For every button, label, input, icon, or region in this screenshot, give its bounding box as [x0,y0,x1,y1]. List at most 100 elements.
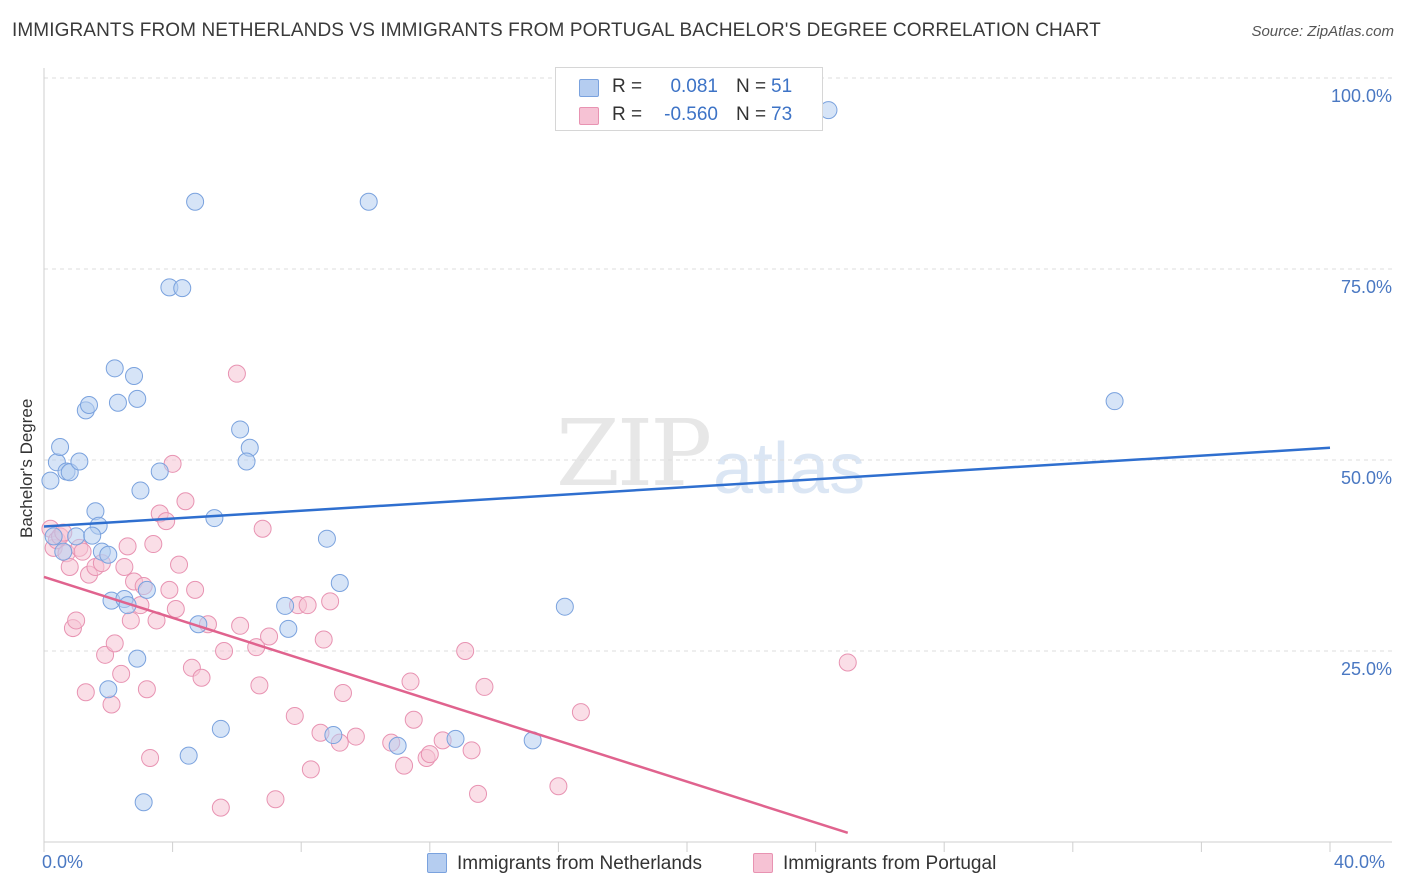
portugal-point [420,745,439,764]
netherlands-point [179,746,198,765]
netherlands-point [44,527,63,546]
portugal-point [227,364,246,383]
n-value: 51 [771,76,793,97]
portugal-point [838,653,857,672]
netherlands-trend-line [43,446,1331,528]
netherlands-point [134,793,153,812]
portugal-point [395,756,414,775]
portugal-point [144,535,163,554]
portugal-point [298,596,317,615]
portugal-point [549,777,568,796]
netherlands-point [205,509,224,528]
portugal-point [160,580,179,599]
portugal-point [346,727,365,746]
netherlands-point [276,596,295,615]
portugal-point [141,748,160,767]
portugal-point [475,677,494,696]
netherlands-point [186,192,205,211]
y-tick-label: 25.0% [1340,659,1392,679]
portugal-point [333,684,352,703]
netherlands-point [231,420,250,439]
netherlands-point [279,619,298,638]
portugal-point [170,555,189,574]
portugal-point [112,664,131,683]
portugal-point [215,642,234,660]
portugal-point [571,703,590,722]
netherlands-legend-swatch [427,853,447,873]
netherlands-point [128,649,147,668]
portugal-point [176,492,195,511]
portugal-point [137,680,156,699]
y-tick-label: 50.0% [1340,468,1392,488]
netherlands-legend-label: Immigrants from Netherlands [457,853,702,874]
portugal-point [67,611,86,630]
portugal-point [253,519,272,538]
legend-item-netherlands[interactable]: Immigrants from Netherlands [427,850,727,876]
legend-item-portugal[interactable]: Immigrants from Portugal [753,850,1033,876]
netherlands-point [330,574,349,593]
portugal-point [211,798,230,817]
netherlands-swatch [579,79,599,97]
points-netherlands [41,101,1124,812]
portugal-point [192,668,211,687]
portugal-point [96,645,115,664]
trend-lines [43,446,1331,835]
y-tick-label: 100.0% [1330,86,1392,106]
netherlands-point [137,580,156,599]
portugal-point [321,592,340,611]
netherlands-point [99,680,118,699]
netherlands-point [128,389,147,408]
netherlands-point [211,719,230,738]
n-label: N = [736,104,767,125]
portugal-legend-swatch [753,853,773,873]
netherlands-point [317,529,336,548]
netherlands-point [99,545,118,564]
portugal-point [73,542,92,561]
portugal-trend-line [43,575,849,835]
portugal-point [118,537,137,556]
r-label: R = [612,76,643,97]
portugal-point [469,784,488,803]
x-tick-max: 40.0% [1334,852,1386,872]
portugal-swatch [579,107,599,125]
netherlands-point [555,597,574,616]
netherlands-point [237,452,256,471]
netherlands-point [150,462,169,481]
portugal-point [186,580,205,599]
netherlands-point [67,527,86,546]
x-tick-min: 0.0% [42,852,84,872]
correlation-legend: R = 0.081 N = 51 R = -0.560 N = 73 [555,67,823,131]
legend-row-portugal: R = -0.560 N = 73 [556,101,822,129]
netherlands-point [105,359,124,378]
portugal-point [266,790,285,809]
netherlands-point [324,726,343,745]
netherlands-point [41,471,60,490]
r-value: 0.081 [670,76,718,97]
r-label: R = [612,104,643,125]
portugal-point [250,676,269,695]
netherlands-point [83,526,102,545]
y-axis-label: Bachelor's Degree [17,398,36,538]
legend-row-netherlands: R = 0.081 N = 51 [556,73,822,101]
portugal-point [102,695,121,714]
r-value: -0.560 [664,104,718,125]
chart-title: IMMIGRANTS FROM NETHERLANDS VS IMMIGRANT… [12,20,1101,41]
portugal-point [285,706,304,725]
netherlands-point [80,395,99,414]
netherlands-point [131,481,150,500]
axes [43,68,1392,852]
portugal-point [105,634,124,653]
portugal-point [121,611,140,630]
portugal-point [60,557,79,576]
netherlands-point [173,279,192,298]
source-label: Source: ZipAtlas.com [1251,23,1394,40]
portugal-point [401,672,420,691]
n-label: N = [736,76,767,97]
portugal-legend-label: Immigrants from Portugal [783,853,997,874]
portugal-point [314,630,333,649]
portugal-point [301,760,320,779]
netherlands-point [54,542,73,561]
portugal-point [260,627,279,646]
grid-lines [44,77,1392,652]
portugal-point [462,741,481,760]
